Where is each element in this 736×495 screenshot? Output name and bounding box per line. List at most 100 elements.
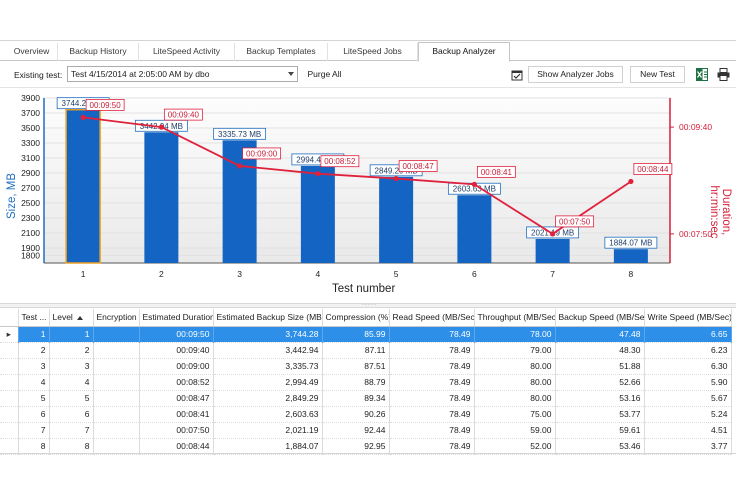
bar-value-label: 2849.29 MB [375,166,418,175]
table-cell: 47.48 [555,326,645,343]
table-row[interactable]: 5 5 00:08:47 2,849.29 89.34 78.49 80.00 53.16 5.… [0,390,732,407]
table-cell: 8 [18,438,50,455]
duration-point [315,171,321,177]
bar [379,176,414,263]
x-axis-title: Test number [332,283,396,295]
tab-strip: Overview Backup History LiteSpeed Activi… [0,42,736,62]
chart-canvas: 3900370035003300310029002700250023002100… [21,93,712,279]
table-cell: 5 [18,390,50,407]
bar [535,238,570,263]
table-cell: 1,884.07 [213,438,323,455]
tab-litespeed-jobs[interactable]: LiteSpeed Jobs [328,43,418,61]
header-backup-speed[interactable]: Backup Speed (MB/Sec) [555,309,645,327]
table-cell: 5 [49,390,94,407]
duration-label-box [85,99,125,111]
table-cell: 00:07:50 [139,422,214,439]
y2-axis-title: Duration, hr:min:sec [708,185,732,239]
table-row[interactable]: 7 7 00:07:50 2,021.19 92.44 78.49 59.00 59.61 4.… [0,422,732,439]
table-cell: 87.11 [322,342,390,359]
bar [613,249,648,263]
table-cell: 78.49 [389,422,475,439]
excel-export-icon[interactable] [696,68,708,83]
duration-value-label: 00:09:00 [246,149,278,158]
duration-point [158,124,164,130]
header-compression[interactable]: Compression (%) [322,309,390,327]
header-write-speed[interactable]: Write Speed (MB/Sec) [644,309,732,327]
header-estimated-backup-size[interactable]: Estimated Backup Size (MB) [213,309,323,327]
table-cell: 5.67 [644,390,732,407]
y-tick-label: 3100 [21,153,40,163]
table-cell: 78.49 [389,326,475,343]
splitter-handle[interactable]: ····· [0,302,736,308]
table-cell: 6.23 [644,342,732,359]
table-cell: 59.00 [474,422,556,439]
table-cell: 00:08:52 [139,374,214,391]
printer-icon[interactable] [717,68,730,83]
header-read-speed[interactable]: Read Speed (MB/Sec) [389,309,475,327]
table-cell: 78.49 [389,342,475,359]
duration-point [237,163,243,169]
table-cell: 7 [18,422,50,439]
tab-litespeed-activity[interactable]: LiteSpeed Activity [139,43,235,61]
row-indicator [0,342,19,359]
table-cell: 3.77 [644,438,732,455]
bar-label-box [604,236,658,249]
backup-analyzer-chart: 3900 3700 3500 3300 3100 2900 2700 2500 2300 2100… [0,90,736,301]
bar-value-label: 3744.28 MB [62,99,105,108]
duration-point [80,114,86,121]
tab-overview[interactable]: Overview [6,43,58,61]
table-row[interactable]: 2 2 00:09:40 3,442.94 87.11 78.49 79.00 48.30 6.… [0,342,732,359]
table-cell: 6 [49,406,94,423]
table-cell: 80.00 [474,358,556,375]
existing-test-select[interactable]: Test 4/15/2014 at 2:05:00 AM by dbo [67,66,298,82]
row-indicator [0,374,19,391]
y-tick-label: 3900 [21,93,40,103]
table-cell: 52.00 [474,438,556,455]
table-cell: 51.88 [555,358,645,375]
table-cell: 78.49 [389,358,475,375]
header-encryption[interactable]: Encryption [93,309,140,327]
duration-point [628,178,634,185]
table-row[interactable]: 8 8 00:08:44 1,884.07 92.95 78.49 52.00 53.46 3.… [0,438,732,455]
duration-label-box [320,155,360,168]
tab-backup-templates[interactable]: Backup Templates [235,43,328,61]
results-table: Test ... Level Encryption Estimated Dura… [0,309,732,455]
table-cell: 59.61 [555,422,645,439]
table-cell: 00:09:00 [139,358,214,375]
purge-all-button[interactable]: Purge All [303,66,346,83]
y-tick-label: 2500 [21,198,40,208]
sort-ascending-icon [76,316,83,320]
table-row[interactable]: 6 6 00:08:41 2,603.63 90.26 78.49 75.00 53.77 5.… [0,406,732,423]
x-tick-label: 2 [159,269,164,279]
row-indicator: ▸ [0,326,19,343]
table-cell: 53.46 [555,438,645,455]
new-test-button[interactable]: New Test [630,66,685,83]
header-estimated-duration[interactable]: Estimated Duration [139,309,214,327]
chevron-down-icon[interactable] [288,72,294,76]
table-cell: 4.51 [644,422,732,439]
header-level[interactable]: Level [49,309,94,327]
duration-label-box [398,160,438,172]
table-cell: 3,335.73 [213,358,323,375]
table-cell: 3,744.28 [213,326,323,343]
tab-backup-analyzer[interactable]: Backup Analyzer [418,42,510,62]
table-cell: 92.95 [322,438,390,455]
table-row[interactable]: ▸ 1 1 00:09:50 3,744.28 85.99 78.49 78.00 47.48 6… [0,326,732,343]
table-cell: 78.49 [389,406,475,423]
table-cell: 3,442.94 [213,342,323,359]
show-analyzer-jobs-button[interactable]: Show Analyzer Jobs [528,66,623,83]
table-row[interactable]: 4 4 00:08:52 2,994.49 88.79 78.49 80.00 52.66 5.… [0,374,732,391]
table-cell: 3 [18,358,50,375]
table-cell: 78.49 [389,374,475,391]
bar [457,195,492,263]
header-test[interactable]: Test ... [18,309,50,327]
duration-point [471,181,477,187]
table-cell: 5.90 [644,374,732,391]
tab-backup-history[interactable]: Backup History [58,43,139,61]
header-throughput[interactable]: Throughput (MB/Sec) [474,309,556,327]
table-cell: 2 [18,342,50,359]
results-grid: Test ... Level Encryption Estimated Dura… [0,309,736,455]
bar-value-label: 2994.49 MB [296,155,339,164]
table-cell [93,342,140,359]
table-row[interactable]: 3 3 00:09:00 3,335.73 87.51 78.49 80.00 51.88 6.… [0,358,732,375]
